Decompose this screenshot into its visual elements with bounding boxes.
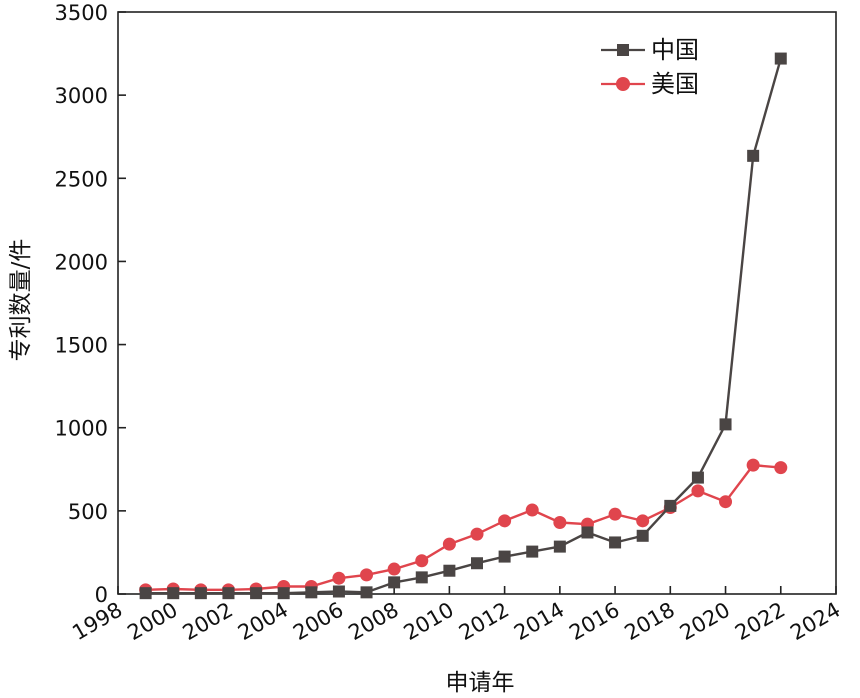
x-axis: 1998200020022004200620082010201220142016…	[68, 586, 845, 646]
data-point-usa	[332, 571, 346, 585]
series-layer	[139, 52, 788, 600]
y-tick-label: 1000	[55, 417, 108, 441]
legend-item-usa: 美国	[601, 70, 699, 98]
legend-label-usa: 美国	[651, 70, 699, 98]
data-point-china	[664, 499, 677, 512]
series-china	[139, 52, 787, 600]
data-point-usa	[525, 503, 539, 517]
y-axis: 0 500 1000 1500 2000 2500 3000 3500	[55, 1, 126, 607]
data-point-china	[222, 587, 235, 600]
data-point-china	[691, 471, 704, 484]
x-tick-label: 2020	[676, 598, 734, 646]
data-point-china	[388, 576, 401, 589]
data-point-usa	[719, 495, 733, 509]
data-point-china	[360, 586, 373, 599]
x-tick-label: 2010	[400, 598, 458, 646]
x-tick-label: 2018	[621, 598, 679, 646]
data-point-china	[415, 571, 428, 584]
x-tick-label: 2024	[786, 598, 844, 646]
data-point-china	[194, 587, 207, 600]
y-tick-label: 3500	[55, 1, 108, 25]
series-line-usa	[145, 463, 781, 591]
data-point-usa	[774, 461, 788, 475]
x-tick-label: 2002	[179, 598, 237, 646]
y-tick-label: 1500	[55, 334, 108, 358]
data-point-usa	[636, 514, 650, 528]
data-point-china	[443, 564, 456, 577]
y-tick-label: 2000	[55, 250, 108, 274]
data-point-usa	[746, 458, 760, 472]
series-usa	[139, 458, 788, 597]
data-point-china	[609, 536, 622, 549]
legend-label-china: 中国	[651, 36, 699, 64]
data-point-china	[250, 587, 263, 600]
data-point-usa	[498, 514, 512, 528]
data-point-usa	[415, 554, 429, 568]
x-tick-label: 2014	[510, 598, 568, 646]
data-point-china	[167, 587, 180, 600]
legend-marker-china	[617, 44, 629, 56]
data-point-china	[277, 587, 290, 600]
plot-area-frame	[117, 11, 837, 595]
legend: 中国 美国	[601, 36, 699, 98]
data-point-china	[553, 540, 566, 553]
data-point-china	[471, 557, 483, 570]
data-point-china	[498, 550, 511, 563]
y-tick-label: 3000	[55, 84, 108, 108]
data-point-china	[305, 586, 318, 599]
data-point-china	[747, 149, 760, 162]
data-point-china	[526, 545, 539, 558]
data-point-usa	[387, 562, 401, 576]
data-point-china	[774, 52, 787, 65]
data-point-usa	[470, 527, 484, 541]
x-tick-label: 2000	[123, 598, 181, 646]
data-point-usa	[608, 507, 622, 521]
data-point-china	[581, 526, 594, 539]
data-point-usa	[360, 568, 374, 582]
series-line-china	[145, 58, 782, 595]
x-tick-label: 2004	[234, 598, 292, 646]
x-tick-label: 2016	[565, 598, 623, 646]
data-point-usa	[553, 515, 567, 529]
data-point-china	[636, 529, 649, 542]
y-tick-label: 500	[68, 500, 108, 524]
data-point-china	[139, 587, 152, 600]
legend-item-china: 中国	[601, 36, 699, 64]
data-point-china	[719, 418, 732, 431]
y-tick-label: 2500	[55, 167, 108, 191]
y-tick-label: 0	[95, 583, 108, 607]
data-point-usa	[442, 537, 456, 551]
x-tick-label: 2006	[289, 598, 347, 646]
data-point-usa	[691, 484, 705, 498]
data-point-china	[332, 585, 345, 598]
x-tick-label: 2012	[455, 598, 513, 646]
x-axis-title: 申请年	[446, 670, 515, 696]
legend-marker-usa	[616, 77, 630, 91]
x-tick-label: 2008	[344, 598, 402, 646]
x-tick-label: 2022	[731, 598, 789, 646]
y-axis-title: 专利数量/件	[8, 239, 34, 362]
